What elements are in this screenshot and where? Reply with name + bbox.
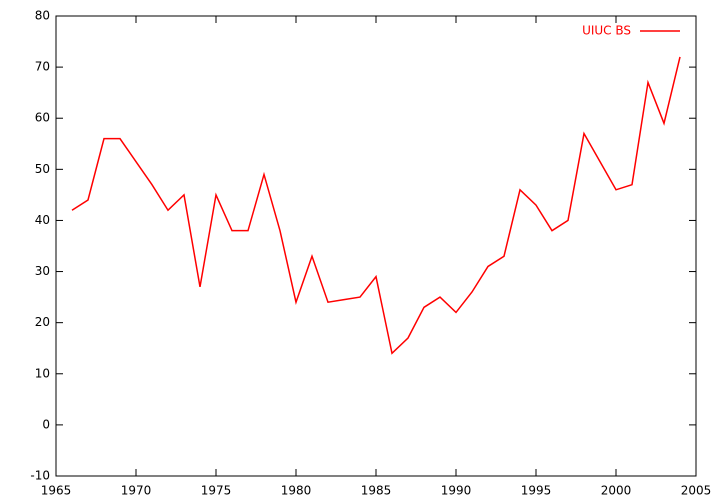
y-tick-label: 20 — [35, 315, 50, 329]
x-tick-label: 1990 — [441, 484, 472, 498]
x-tick-label: 1965 — [41, 484, 72, 498]
y-tick-label: 70 — [35, 60, 50, 74]
x-tick-label: 1985 — [361, 484, 392, 498]
y-tick-label: 50 — [35, 162, 50, 176]
x-tick-label: 2005 — [681, 484, 712, 498]
y-tick-label: 60 — [35, 111, 50, 125]
legend-label: UIUC BS — [582, 24, 631, 38]
y-tick-label: 80 — [35, 9, 50, 23]
y-tick-label: 30 — [35, 264, 50, 278]
y-tick-label: -10 — [30, 469, 50, 483]
y-tick-label: 0 — [42, 417, 50, 431]
x-tick-label: 1995 — [521, 484, 552, 498]
y-tick-label: 10 — [35, 366, 50, 380]
x-tick-label: 2000 — [601, 484, 632, 498]
y-tick-label: 40 — [35, 213, 50, 227]
x-tick-label: 1975 — [201, 484, 232, 498]
data-line — [71, 56, 681, 355]
x-tick-label: 1980 — [281, 484, 312, 498]
x-tick-label: 1970 — [121, 484, 152, 498]
plot-frame — [55, 15, 697, 477]
